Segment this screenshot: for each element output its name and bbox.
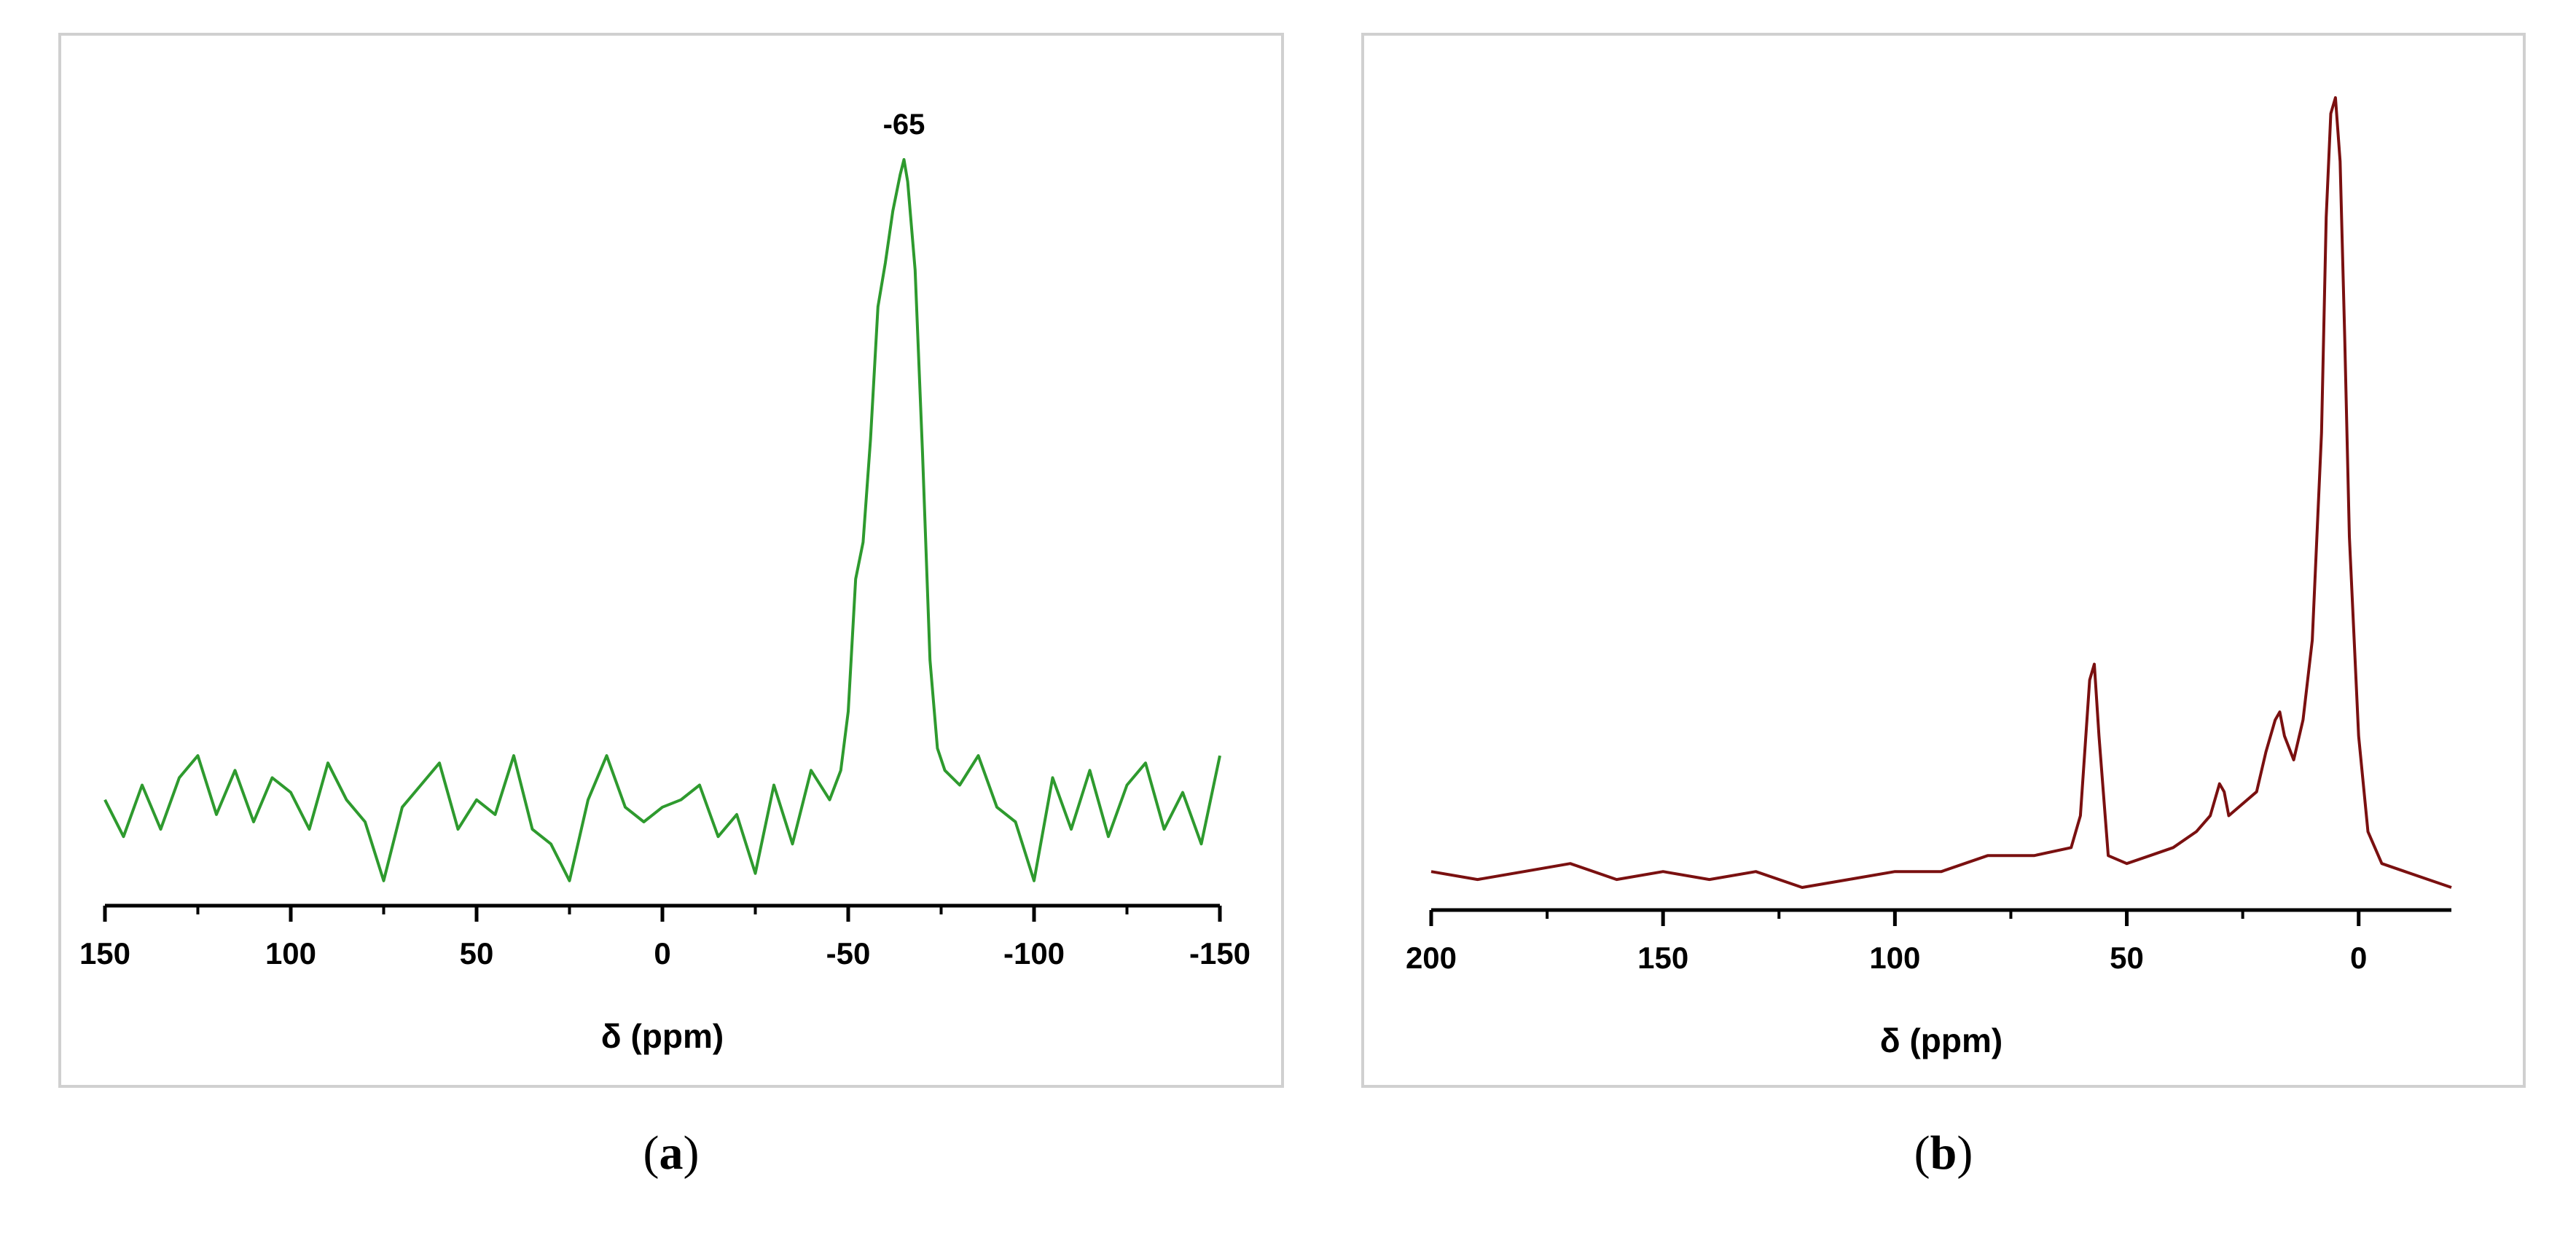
chart-a-series-line [103, 158, 1221, 882]
chart-b-series-line [1430, 96, 2452, 889]
chart-a-tick-label: -50 [826, 936, 871, 971]
chart-panel-a: 150 100 50 0 -50 -100 -150 δ (ppm) -65 [58, 33, 1284, 1088]
caption-a-letter: a [659, 1126, 684, 1180]
chart-a-tick-label: 100 [265, 936, 316, 971]
chart-b-plot: 200 150 100 50 0 δ (ppm) [1406, 96, 2452, 1059]
chart-b-tick-label: 0 [2350, 941, 2367, 975]
chart-b-tick-label: 150 [1637, 941, 1688, 975]
caption-a: (a) [0, 1126, 1342, 1181]
chart-a-x-axis-title: δ (ppm) [601, 1017, 724, 1055]
caption-b-letter: b [1930, 1126, 1957, 1180]
chart-a-plot: 150 100 50 0 -50 -100 -150 δ (ppm) -65 [79, 109, 1250, 1055]
caption-a-open: ( [643, 1126, 659, 1180]
chart-a-tick-label: -150 [1189, 936, 1250, 971]
chart-a-tick-label: -100 [1003, 936, 1065, 971]
chart-b-tick-label: 200 [1406, 941, 1457, 975]
caption-b: (b) [1303, 1126, 2576, 1181]
chart-panel-b: 200 150 100 50 0 δ (ppm) [1361, 33, 2526, 1088]
chart-b-tick-label: 50 [2110, 941, 2144, 975]
chart-a-tick-label: 150 [79, 936, 130, 971]
caption-b-close: ) [1957, 1126, 1973, 1180]
caption-b-open: ( [1914, 1126, 1930, 1180]
chart-b-x-axis-title: δ (ppm) [1880, 1022, 2003, 1059]
chart-a-tick-label: 50 [460, 936, 494, 971]
chart-a-peak-label: -65 [883, 109, 925, 141]
caption-a-close: ) [683, 1126, 700, 1180]
chart-a-tick-label: 0 [654, 936, 670, 971]
chart-b-tick-label: 100 [1869, 941, 1920, 975]
